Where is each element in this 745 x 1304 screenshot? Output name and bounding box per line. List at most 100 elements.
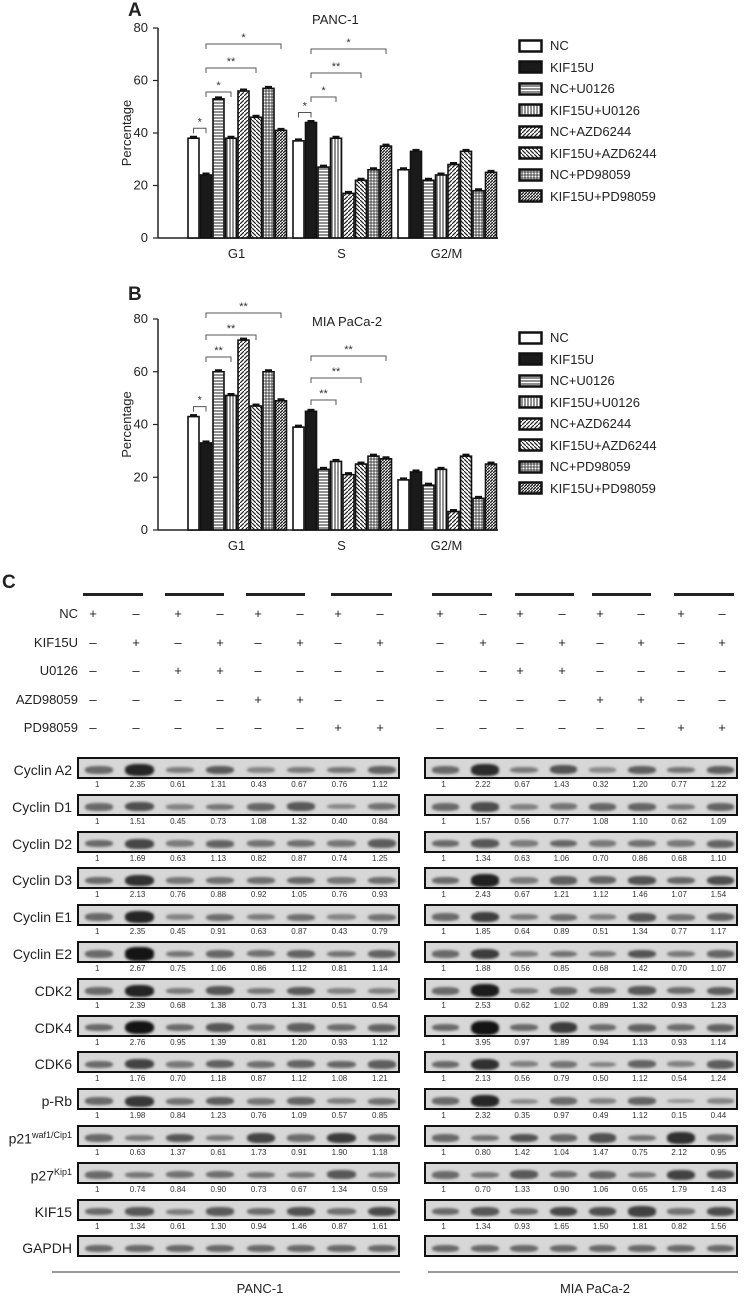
condition-sign: + — [216, 634, 224, 650]
band — [549, 1206, 578, 1217]
condition-sign: – — [479, 606, 487, 621]
protein-label: CDK4 — [34, 1019, 72, 1036]
quantification-value: 0.67 — [514, 780, 530, 789]
quantification-value: 1.33 — [514, 1184, 530, 1194]
legend-swatch-icon — [518, 189, 543, 203]
band — [549, 765, 578, 775]
condition-sign: + — [637, 691, 645, 707]
band — [667, 803, 695, 810]
bar — [409, 150, 423, 239]
bar — [459, 150, 473, 239]
band — [471, 1020, 499, 1035]
band — [327, 1170, 356, 1180]
blot-panc1 — [77, 1088, 400, 1111]
quantification-value: 0.82 — [671, 1221, 687, 1231]
condition-sign: – — [216, 691, 224, 707]
band — [667, 766, 695, 774]
legend-swatch-icon — [518, 460, 543, 474]
quantification-value: 1.85 — [475, 927, 491, 937]
band — [206, 876, 235, 884]
band — [327, 1098, 356, 1105]
band — [165, 804, 195, 810]
band — [667, 1169, 695, 1180]
condition-sign: – — [516, 634, 524, 650]
band — [628, 1023, 656, 1032]
quantification-value: 3.95 — [475, 1037, 491, 1047]
quantification-value: 1.34 — [129, 1221, 146, 1231]
quantification-value: 0.82 — [250, 853, 267, 863]
band — [367, 1133, 396, 1143]
band — [246, 1060, 275, 1068]
band — [125, 1059, 154, 1070]
band — [628, 986, 656, 996]
bar — [354, 179, 368, 239]
significance-bracket — [310, 48, 387, 54]
significance-bracket — [193, 406, 207, 412]
lane-group-bar — [432, 593, 492, 596]
condition-sign: + — [376, 634, 384, 650]
condition-sign: + — [174, 663, 182, 678]
panel-c-letter: C — [2, 572, 16, 593]
quantification-value: 1.23 — [710, 1000, 727, 1010]
band — [510, 1170, 538, 1180]
band — [706, 1206, 735, 1217]
band — [327, 1244, 356, 1253]
band — [85, 1171, 114, 1179]
band — [165, 950, 195, 958]
quantification-value: 0.67 — [291, 780, 307, 789]
band — [706, 839, 735, 848]
band — [549, 1244, 578, 1253]
quantification-value: 0.32 — [592, 780, 609, 789]
bar — [317, 166, 330, 239]
legend-item: NC — [518, 35, 657, 57]
condition-sign: – — [677, 691, 685, 707]
condition-sign: – — [637, 606, 645, 621]
band — [246, 1097, 275, 1105]
band — [286, 1134, 316, 1142]
quantification-value: 1.24 — [710, 1074, 727, 1084]
quantification-value: 0.62 — [514, 1000, 530, 1010]
y-tick-label: 0 — [141, 230, 148, 245]
legend-item: NC+AZD6244 — [518, 413, 657, 435]
condition-sign: + — [334, 720, 342, 735]
quantification-value: 0.76 — [331, 780, 348, 789]
quantification-value: 1.42 — [632, 964, 648, 973]
quantification-value: 1.79 — [671, 1184, 687, 1194]
quantification-value: 0.59 — [372, 1184, 388, 1194]
bar — [367, 455, 380, 531]
quantification-value: 1.12 — [632, 1074, 648, 1084]
band — [85, 950, 114, 958]
blot-mia — [424, 904, 738, 927]
band — [246, 914, 275, 921]
band — [367, 1097, 396, 1105]
significance-label: * — [198, 395, 203, 407]
quantification-value: 1 — [441, 890, 446, 900]
band — [327, 1060, 356, 1069]
band — [246, 1244, 275, 1253]
band — [471, 874, 499, 887]
condition-sign: – — [436, 663, 444, 678]
blot-mia — [424, 977, 738, 1000]
band — [327, 877, 356, 884]
band — [125, 1134, 154, 1142]
quantification-value: 1.31 — [291, 1000, 307, 1010]
condition-sign: + — [596, 691, 604, 707]
blot-mia — [424, 867, 738, 890]
quantification-value: 0.76 — [331, 890, 348, 900]
protein-label: p-Rb — [41, 1093, 72, 1110]
condition-sign: – — [436, 634, 444, 650]
quantification-value: 0.68 — [170, 1000, 186, 1010]
quantification-value: 0.93 — [331, 1037, 348, 1047]
quantification-value: 1.37 — [170, 1148, 186, 1157]
quantification-value: 1.34 — [331, 1184, 348, 1194]
quantification-value: 0.94 — [592, 1037, 609, 1047]
blot-mia — [424, 941, 738, 963]
band — [667, 950, 695, 958]
band — [206, 1060, 235, 1069]
band — [125, 802, 154, 812]
band — [125, 984, 154, 997]
quantification-value: 0.93 — [671, 1000, 687, 1010]
quantification-value: 0.86 — [250, 964, 267, 973]
blot-mia — [424, 1014, 738, 1037]
band — [667, 913, 695, 921]
